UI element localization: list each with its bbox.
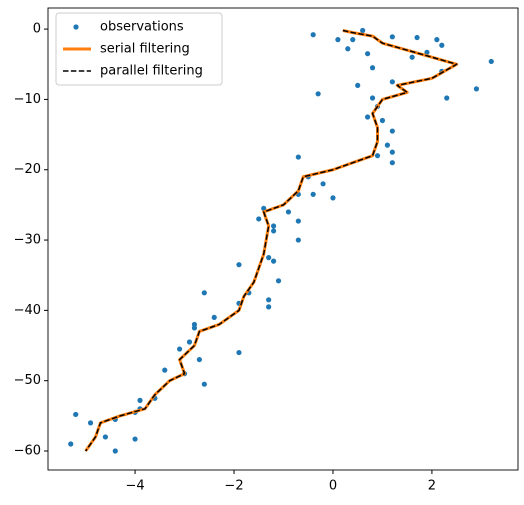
axes-frame	[47, 7, 519, 471]
x-tick-label: 2	[428, 479, 436, 494]
plot	[68, 27, 494, 454]
observation	[414, 34, 420, 41]
y-tick-label: −30	[14, 233, 41, 248]
observation	[271, 228, 277, 234]
y-tick-label: −20	[14, 162, 41, 177]
observation	[389, 160, 395, 166]
observation	[434, 37, 440, 43]
observation	[365, 51, 371, 57]
observation	[473, 86, 480, 92]
observation	[137, 397, 143, 403]
observation	[409, 54, 415, 60]
observation	[439, 42, 445, 48]
observation	[374, 153, 381, 159]
observation	[112, 448, 118, 454]
observation	[68, 441, 74, 447]
observation	[335, 37, 341, 43]
observation	[201, 381, 207, 387]
observation	[315, 91, 321, 97]
observation	[444, 95, 450, 101]
observation	[355, 82, 361, 88]
legend-label: observations	[100, 20, 184, 35]
legend-box	[55, 12, 223, 86]
observation	[132, 436, 138, 442]
observation	[320, 181, 326, 187]
filter-line	[84, 29, 458, 452]
observation	[201, 290, 207, 296]
observation	[365, 114, 371, 120]
y-tick-label: 0	[33, 22, 41, 37]
observation	[177, 346, 183, 352]
observation	[266, 304, 272, 310]
legend-marker	[73, 24, 79, 30]
y-tick-label: −10	[14, 92, 41, 107]
observation	[389, 79, 395, 85]
observation	[379, 117, 386, 124]
observation	[102, 434, 108, 440]
legend-label: serial filtering	[100, 42, 190, 57]
observation	[295, 154, 301, 160]
observation	[186, 339, 193, 345]
observation	[266, 297, 272, 303]
legend-label: parallel filtering	[100, 64, 203, 79]
observation	[87, 420, 94, 426]
observation	[384, 142, 390, 148]
observation	[211, 314, 217, 321]
observation	[310, 191, 316, 197]
observation	[369, 95, 376, 101]
observation	[350, 37, 356, 43]
observation	[191, 325, 198, 331]
observation	[271, 223, 277, 229]
y-tick-label: −50	[14, 373, 41, 388]
observation	[488, 58, 494, 65]
observation	[162, 367, 168, 373]
observation	[389, 128, 395, 134]
observation	[330, 195, 336, 201]
observation	[424, 49, 430, 55]
observation	[345, 46, 351, 52]
observation	[389, 34, 395, 40]
x-tick-label: −2	[224, 479, 243, 494]
observation	[369, 65, 376, 71]
observation	[275, 278, 282, 284]
y-tick-label: −40	[14, 303, 41, 318]
observation	[196, 356, 202, 363]
y-tick-label: −60	[14, 444, 41, 459]
observation	[285, 209, 292, 215]
observation	[73, 411, 79, 418]
observation	[271, 258, 277, 264]
observation	[295, 218, 301, 224]
observation	[256, 216, 262, 222]
observation	[389, 149, 395, 155]
observation	[236, 349, 242, 356]
observation	[310, 32, 316, 38]
x-tick-label: −4	[125, 479, 144, 494]
observation	[261, 205, 267, 212]
observation	[360, 27, 366, 34]
observation	[266, 255, 272, 261]
x-tick-label: 0	[329, 479, 337, 494]
observation	[236, 262, 242, 268]
observation	[295, 237, 301, 243]
